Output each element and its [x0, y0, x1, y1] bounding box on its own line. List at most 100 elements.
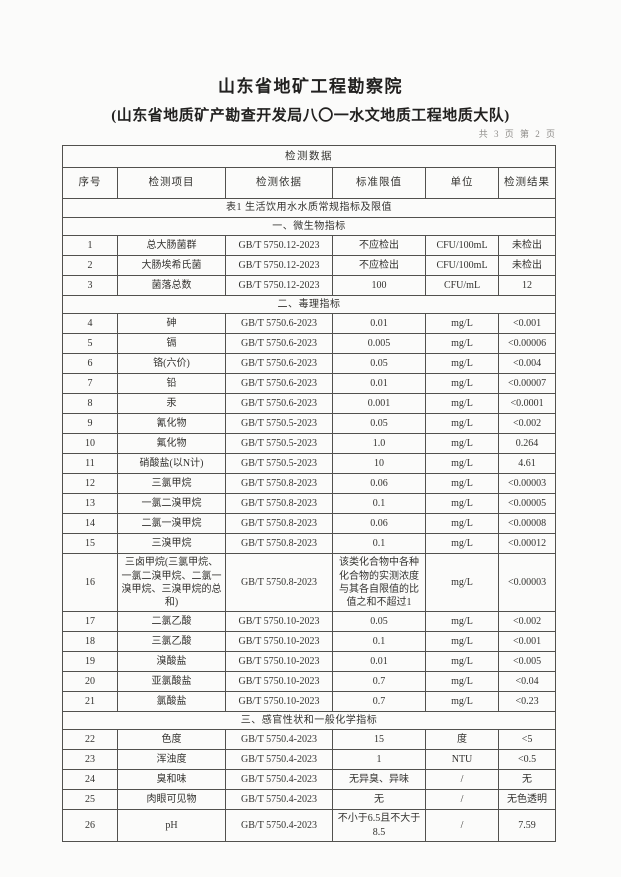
cell-limit: 0.06	[332, 473, 426, 495]
cell-index: 26	[62, 809, 118, 842]
cell-item: 大肠埃希氏菌	[117, 255, 226, 277]
cell-result: 未检出	[497, 235, 557, 257]
cell-result: <0.002	[497, 413, 557, 435]
cell-index: 12	[62, 473, 118, 495]
table-row: 6 铬(六价) GB/T 5750.6-2023 0.05 mg/L <0.004	[62, 353, 557, 375]
cell-index: 8	[62, 393, 118, 415]
table-note: 表1 生活饮用水水质常规指标及限值	[61, 198, 557, 218]
cell-limit: 0.7	[332, 671, 426, 693]
cell-index: 16	[62, 553, 118, 613]
cell-result: <0.23	[497, 691, 557, 713]
cell-unit: mg/L	[425, 631, 499, 653]
column-header: 检测项目	[117, 167, 226, 199]
test-data-table: 检测数据 序号 检测项目 检测依据 标准限值 单位 检测结果 表1 生活饮用水水质常规指标及限…	[61, 145, 557, 842]
cell-basis: GB/T 5750.10-2023	[225, 631, 333, 653]
cell-index: 4	[62, 313, 118, 335]
cell-unit: mg/L	[425, 513, 499, 535]
cell-index: 1	[62, 235, 118, 257]
cell-item: 亚氯酸盐	[117, 671, 226, 693]
table-row: 14 二氯一溴甲烷 GB/T 5750.8-2023 0.06 mg/L <0.00008	[62, 513, 557, 535]
cell-index: 18	[62, 631, 118, 653]
cell-basis: GB/T 5750.4-2023	[225, 789, 333, 811]
table-row: 3 菌落总数 GB/T 5750.12-2023 100 CFU/mL 12	[62, 275, 557, 297]
table-row: 17 二氯乙酸 GB/T 5750.10-2023 0.05 mg/L <0.002	[62, 611, 557, 633]
cell-limit: 0.1	[332, 533, 426, 555]
cell-limit: 0.01	[332, 313, 426, 335]
cell-unit: mg/L	[425, 553, 499, 613]
cell-item: 浑浊度	[117, 749, 226, 771]
cell-item: 三氯甲烷	[117, 473, 226, 495]
cell-unit: mg/L	[425, 373, 499, 395]
table-row: 5 镉 GB/T 5750.6-2023 0.005 mg/L <0.00006	[62, 333, 557, 355]
cell-result: <0.00005	[497, 493, 557, 515]
cell-item: 镉	[117, 333, 226, 355]
table-row: 15 三溴甲烷 GB/T 5750.8-2023 0.1 mg/L <0.00012	[62, 533, 557, 555]
cell-index: 19	[62, 651, 118, 673]
cell-index: 14	[62, 513, 118, 535]
cell-item: pH	[117, 809, 226, 842]
cell-limit: 不应检出	[332, 235, 426, 257]
cell-item: 色度	[117, 729, 226, 751]
cell-unit: mg/L	[425, 671, 499, 693]
cell-unit: mg/L	[425, 353, 499, 375]
cell-unit: mg/L	[425, 433, 499, 455]
cell-limit: 0.7	[332, 691, 426, 713]
cell-unit: mg/L	[425, 473, 499, 495]
cell-basis: GB/T 5750.8-2023	[225, 473, 333, 495]
cell-basis: GB/T 5750.5-2023	[225, 413, 333, 435]
cell-basis: GB/T 5750.8-2023	[225, 493, 333, 515]
cell-limit: 无	[332, 789, 426, 811]
table-caption: 检测数据	[61, 145, 557, 168]
cell-result: 无色透明	[497, 789, 557, 811]
cell-result: <0.00006	[497, 333, 557, 355]
cell-result: 12	[497, 275, 557, 297]
cell-limit: 1.0	[332, 433, 426, 455]
document-header: 山东省地矿工程勘察院 (山东省地质矿产勘查开发局八〇一水文地质工程地质大队)	[0, 72, 621, 125]
cell-result: 未检出	[497, 255, 557, 277]
cell-item: 三卤甲烷(三氯甲烷、一氯二溴甲烷、二氯一溴甲烷、三溴甲烷的总和)	[117, 553, 226, 613]
cell-index: 25	[62, 789, 118, 811]
cell-unit: /	[425, 769, 499, 791]
cell-basis: GB/T 5750.12-2023	[225, 275, 333, 297]
cell-index: 9	[62, 413, 118, 435]
cell-basis: GB/T 5750.4-2023	[225, 809, 333, 842]
section-header: 三、感官性状和一般化学指标	[61, 711, 557, 731]
table-row: 18 三氯乙酸 GB/T 5750.10-2023 0.1 mg/L <0.001	[62, 631, 557, 653]
cell-basis: GB/T 5750.8-2023	[225, 513, 333, 535]
cell-item: 溴酸盐	[117, 651, 226, 673]
cell-unit: mg/L	[425, 393, 499, 415]
cell-result: <0.001	[497, 313, 557, 335]
cell-item: 氟化物	[117, 433, 226, 455]
cell-item: 总大肠菌群	[117, 235, 226, 257]
table-row: 25 肉眼可见物 GB/T 5750.4-2023 无 / 无色透明	[62, 789, 557, 811]
cell-limit: 0.05	[332, 611, 426, 633]
cell-index: 20	[62, 671, 118, 693]
table-row: 16 三卤甲烷(三氯甲烷、一氯二溴甲烷、二氯一溴甲烷、三溴甲烷的总和) GB/T 5…	[62, 553, 557, 613]
cell-result: <0.0001	[497, 393, 557, 415]
table-row: 23 浑浊度 GB/T 5750.4-2023 1 NTU <0.5	[62, 749, 557, 771]
cell-result: <0.00003	[497, 473, 557, 495]
cell-limit: 0.1	[332, 631, 426, 653]
cell-basis: GB/T 5750.5-2023	[225, 433, 333, 455]
test-table-body: 检测数据 序号 检测项目 检测依据 标准限值 单位 检测结果 表1 生活饮用水水质常规指标及限…	[61, 145, 557, 842]
cell-limit: 不应检出	[332, 255, 426, 277]
column-header: 检测结果	[497, 167, 557, 199]
table-row: 10 氟化物 GB/T 5750.5-2023 1.0 mg/L 0.264	[62, 433, 557, 455]
cell-item: 二氯乙酸	[117, 611, 226, 633]
cell-limit: 0.001	[332, 393, 426, 415]
table-note-row: 表1 生活饮用水水质常规指标及限值	[61, 198, 557, 218]
cell-index: 11	[62, 453, 118, 475]
cell-basis: GB/T 5750.6-2023	[225, 313, 333, 335]
cell-unit: mg/L	[425, 493, 499, 515]
cell-result: 7.59	[497, 809, 557, 842]
cell-item: 氯酸盐	[117, 691, 226, 713]
cell-limit: 该类化合物中各种化合物的实测浓度与其各自限值的比值之和不超过1	[332, 553, 426, 613]
cell-unit: mg/L	[425, 453, 499, 475]
cell-basis: GB/T 5750.10-2023	[225, 691, 333, 713]
section-header: 一、微生物指标	[61, 216, 557, 237]
cell-unit: 度	[425, 729, 499, 751]
table-caption-row: 检测数据	[61, 145, 557, 168]
cell-item: 氰化物	[117, 413, 226, 435]
table-row: 21 氯酸盐 GB/T 5750.10-2023 0.7 mg/L <0.23	[62, 691, 557, 713]
table-row: 20 亚氯酸盐 GB/T 5750.10-2023 0.7 mg/L <0.04	[62, 671, 557, 693]
